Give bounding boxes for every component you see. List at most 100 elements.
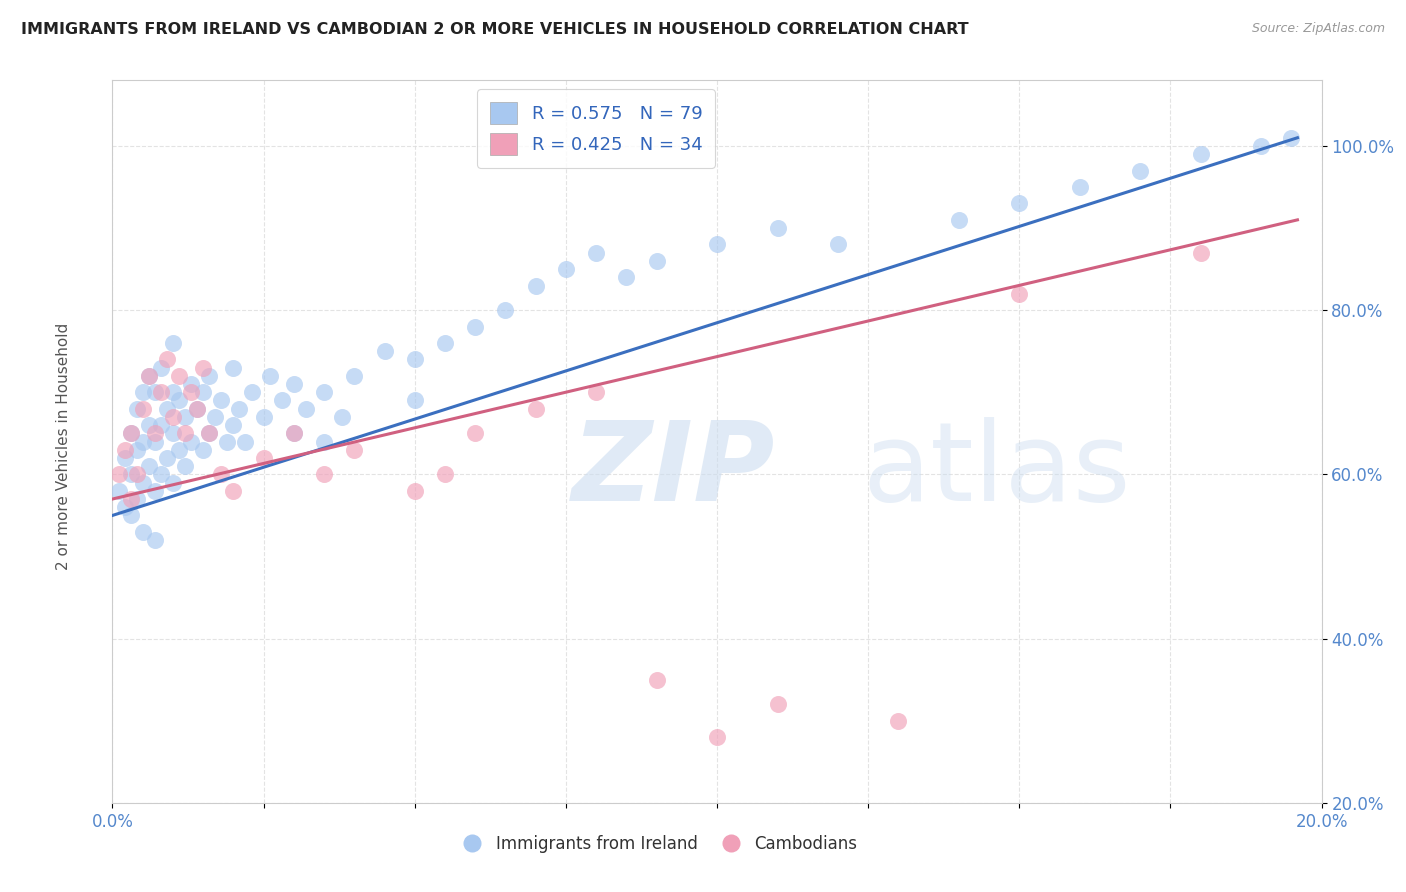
- Point: [174, 409, 197, 424]
- Point: [283, 377, 305, 392]
- Point: [132, 434, 155, 449]
- Point: [259, 368, 281, 383]
- Point: [132, 475, 155, 490]
- Point: [222, 483, 245, 498]
- Point: [524, 278, 547, 293]
- Point: [149, 385, 172, 400]
- Point: [464, 426, 486, 441]
- Point: [143, 533, 166, 547]
- Point: [404, 393, 426, 408]
- Point: [162, 426, 184, 441]
- Point: [191, 385, 215, 400]
- Point: [1069, 180, 1091, 194]
- Point: [554, 262, 576, 277]
- Point: [143, 385, 166, 400]
- Point: [149, 418, 172, 433]
- Point: [174, 426, 197, 441]
- Point: [204, 409, 226, 424]
- Point: [766, 698, 789, 712]
- Point: [167, 442, 190, 457]
- Point: [645, 254, 668, 268]
- Point: [585, 385, 607, 400]
- Point: [138, 368, 160, 383]
- Point: [404, 352, 426, 367]
- Point: [209, 393, 232, 408]
- Point: [217, 434, 239, 449]
- Point: [209, 467, 232, 482]
- Point: [120, 426, 142, 441]
- Point: [330, 409, 353, 424]
- Point: [240, 385, 263, 400]
- Point: [156, 401, 179, 416]
- Point: [270, 393, 292, 408]
- Point: [1008, 196, 1031, 211]
- Point: [766, 221, 789, 235]
- Point: [162, 409, 184, 424]
- Point: [149, 467, 172, 482]
- Point: [180, 385, 202, 400]
- Point: [585, 245, 607, 260]
- Point: [314, 434, 336, 449]
- Point: [253, 409, 276, 424]
- Point: [495, 303, 517, 318]
- Point: [162, 475, 184, 490]
- Point: [343, 442, 366, 457]
- Point: [114, 500, 136, 515]
- Point: [114, 442, 136, 457]
- Point: [1250, 139, 1272, 153]
- Point: [827, 237, 849, 252]
- Legend: Immigrants from Ireland, Cambodians: Immigrants from Ireland, Cambodians: [449, 828, 865, 860]
- Point: [167, 368, 190, 383]
- Point: [283, 426, 305, 441]
- Point: [138, 368, 160, 383]
- Point: [524, 401, 547, 416]
- Text: 2 or more Vehicles in Household: 2 or more Vehicles in Household: [56, 322, 70, 570]
- Point: [180, 434, 202, 449]
- Point: [706, 730, 728, 744]
- Point: [645, 673, 668, 687]
- Point: [887, 714, 910, 728]
- Point: [235, 434, 257, 449]
- Point: [434, 467, 457, 482]
- Point: [434, 336, 457, 351]
- Text: ZIP: ZIP: [572, 417, 776, 524]
- Point: [107, 467, 129, 482]
- Point: [198, 368, 221, 383]
- Point: [125, 491, 148, 506]
- Point: [191, 442, 215, 457]
- Point: [180, 377, 202, 392]
- Point: [143, 434, 166, 449]
- Point: [120, 508, 142, 523]
- Point: [125, 442, 148, 457]
- Text: Source: ZipAtlas.com: Source: ZipAtlas.com: [1251, 22, 1385, 36]
- Point: [156, 352, 179, 367]
- Point: [295, 401, 318, 416]
- Point: [132, 524, 155, 539]
- Point: [198, 426, 221, 441]
- Point: [174, 459, 197, 474]
- Point: [107, 483, 129, 498]
- Point: [132, 385, 155, 400]
- Point: [120, 467, 142, 482]
- Point: [314, 467, 336, 482]
- Point: [1189, 147, 1212, 161]
- Point: [343, 368, 366, 383]
- Point: [132, 401, 155, 416]
- Point: [156, 450, 179, 465]
- Point: [149, 360, 172, 375]
- Point: [125, 467, 148, 482]
- Point: [222, 360, 245, 375]
- Point: [191, 360, 215, 375]
- Point: [143, 426, 166, 441]
- Point: [167, 393, 190, 408]
- Point: [1129, 163, 1152, 178]
- Point: [222, 418, 245, 433]
- Point: [948, 212, 970, 227]
- Point: [143, 483, 166, 498]
- Point: [1281, 130, 1303, 145]
- Point: [120, 491, 142, 506]
- Point: [314, 385, 336, 400]
- Text: IMMIGRANTS FROM IRELAND VS CAMBODIAN 2 OR MORE VEHICLES IN HOUSEHOLD CORRELATION: IMMIGRANTS FROM IRELAND VS CAMBODIAN 2 O…: [21, 22, 969, 37]
- Point: [1008, 286, 1031, 301]
- Point: [374, 344, 396, 359]
